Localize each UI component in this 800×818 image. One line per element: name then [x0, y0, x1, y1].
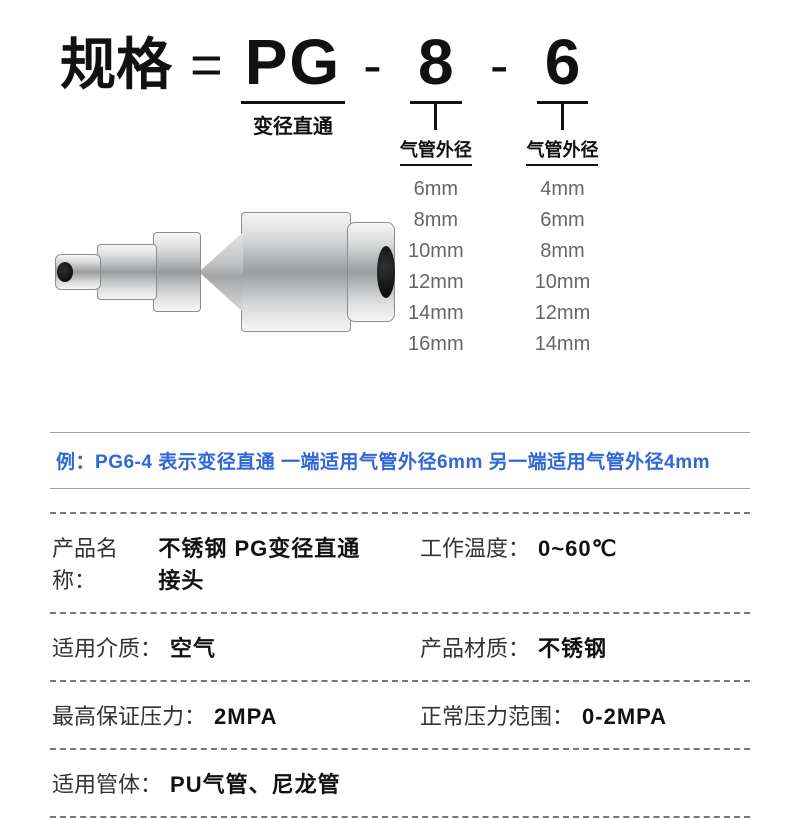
size2-option: 12mm — [526, 298, 598, 329]
spec-cell: 适用介质：空气 — [52, 631, 380, 663]
size1-list: 6mm8mm10mm12mm14mm16mm — [400, 174, 472, 360]
spec-label: 工作温度： — [420, 531, 530, 563]
size1-tick — [434, 104, 437, 130]
spec-value: 不锈钢 — [538, 631, 607, 663]
size2-option: 8mm — [526, 236, 598, 267]
dash-2: - — [490, 32, 509, 97]
spec-table: 产品名称：不锈钢 PG变径直通接头工作温度：0~60℃适用介质：空气产品材质：不… — [50, 512, 750, 818]
spec-cell: 正常压力范围： 0-2MPA — [420, 699, 748, 731]
spec-cell: 产品材质：不锈钢 — [420, 631, 748, 663]
size2-tick — [561, 104, 564, 130]
spec-cell: 工作温度： 0~60℃ — [420, 531, 748, 595]
size2-option: 6mm — [526, 205, 598, 236]
spec-row: 产品名称：不锈钢 PG变径直通接头 工作温度： 0~60℃ — [50, 512, 750, 612]
spec-label: 产品材质： — [420, 631, 530, 663]
spec-value: 空气 — [170, 631, 216, 663]
size2-list: 4mm6mm8mm10mm12mm14mm — [526, 174, 598, 360]
spec-cell: 最高保证压力： 2MPA — [52, 699, 380, 731]
spec-row: 最高保证压力： 2MPA 正常压力范围： 0-2MPA — [50, 680, 750, 748]
spec-row: 适用介质：空气 产品材质：不锈钢 — [50, 612, 750, 680]
product-code-sub: 变径直通 — [241, 110, 345, 139]
dash-1: - — [363, 32, 382, 97]
spec-label: 产品名称： — [52, 531, 150, 595]
spec-value: 0~60℃ — [538, 536, 617, 562]
example-body: PG6-4 表示变径直通 一端适用气管外径6mm 另一端适用气管外径4mm — [95, 452, 710, 473]
spec-row: 适用管体：PU气管、尼龙管 — [50, 748, 750, 818]
example-box: 例：PG6-4 表示变径直通 一端适用气管外径6mm 另一端适用气管外径4mm — [50, 432, 750, 489]
size2-option: 14mm — [526, 329, 598, 360]
size2-option: 10mm — [526, 267, 598, 298]
fitting-large-body — [241, 212, 351, 332]
size1-option: 8mm — [400, 205, 472, 236]
size1-option: 6mm — [400, 174, 472, 205]
size1-option: 16mm — [400, 329, 472, 360]
size1-value: 8 — [410, 25, 462, 104]
equals-sign: = — [190, 32, 223, 97]
spec-label: 最高保证压力： — [52, 699, 206, 731]
size2-header: 气管外径 — [526, 136, 598, 166]
fitting-mid-ring — [153, 232, 201, 312]
example-text: 例：PG6-4 表示变径直通 一端适用气管外径6mm 另一端适用气管外径4mm — [56, 452, 710, 473]
size1-option: 10mm — [400, 236, 472, 267]
spec-cell: 产品名称：不锈钢 PG变径直通接头 — [52, 531, 380, 595]
product-image — [55, 140, 395, 400]
spec-label: 正常压力范围： — [420, 699, 574, 731]
spec-label: 适用管体： — [52, 767, 162, 799]
size2-option: 4mm — [526, 174, 598, 205]
spec-value: 0-2MPA — [582, 704, 667, 730]
fitting-right-bore — [377, 246, 395, 298]
spec-cell: 适用管体：PU气管、尼龙管 — [52, 767, 748, 799]
spec-label: 规格 — [60, 20, 172, 101]
spec-value: PU气管、尼龙管 — [170, 767, 341, 799]
size1-option: 12mm — [400, 267, 472, 298]
spec-label: 适用介质： — [52, 631, 162, 663]
size2-value: 6 — [537, 25, 589, 104]
spec-value: 不锈钢 PG变径直通接头 — [158, 531, 380, 595]
size1-option: 14mm — [400, 298, 472, 329]
size1-block: 8 气管外径 6mm8mm10mm12mm14mm16mm — [400, 25, 472, 360]
example-prefix: 例： — [56, 452, 95, 473]
size1-header: 气管外径 — [400, 136, 472, 166]
fitting-left-bore — [57, 262, 73, 282]
fitting-body — [55, 218, 395, 318]
code-block: PG 变径直通 — [241, 25, 345, 139]
fitting-small-body — [97, 244, 157, 300]
size2-block: 6 气管外径 4mm6mm8mm10mm12mm14mm — [526, 25, 598, 360]
product-code: PG — [241, 25, 345, 104]
spec-value: 2MPA — [214, 704, 278, 730]
